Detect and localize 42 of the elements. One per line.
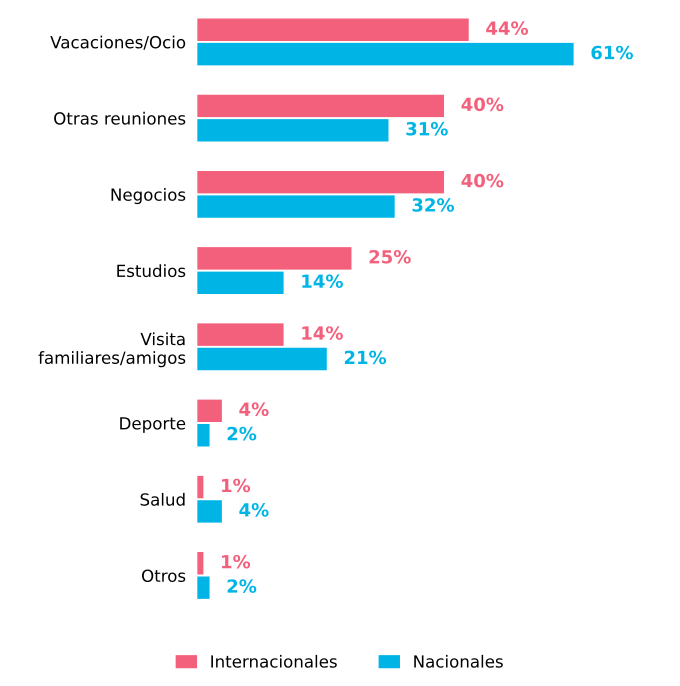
bar	[197, 348, 327, 370]
legend-label: Internacionales	[211, 654, 337, 668]
data-label: 40%	[462, 98, 504, 112]
data-label: 31%	[406, 122, 448, 136]
bar	[197, 476, 204, 498]
bar	[197, 94, 444, 118]
y-tick-label: Otros	[142, 569, 186, 582]
data-label: 32%	[412, 198, 454, 212]
data-label: 61%	[591, 46, 633, 60]
bar	[197, 272, 284, 294]
data-label: 1%	[222, 478, 250, 492]
data-label: 2%	[228, 579, 256, 593]
bar	[197, 247, 352, 270]
y-tick-label: Estudios	[117, 264, 186, 278]
bar	[197, 576, 210, 599]
y-tick-label: Salud	[140, 492, 185, 506]
bar	[197, 18, 469, 41]
data-label: 40%	[462, 174, 504, 188]
legend-label: Nacionales	[414, 654, 503, 668]
data-label: 4%	[239, 503, 269, 517]
bar	[197, 195, 395, 218]
y-tick-label: Visita familiares/amigos	[38, 332, 186, 368]
data-label: 21%	[344, 350, 386, 364]
data-label: 44%	[486, 21, 528, 35]
data-label: 14%	[302, 326, 343, 340]
y-tick-label: Deporte	[120, 417, 186, 433]
y-tick-label: Vacaciones/Ocio	[50, 36, 186, 50]
bar	[197, 323, 284, 346]
bar	[197, 552, 204, 574]
y-tick-label: Negocios	[112, 188, 186, 204]
data-label: 14%	[302, 274, 343, 288]
y-tick-label: Otras reuniones	[54, 112, 186, 125]
data-label: 1%	[222, 554, 250, 569]
bar	[197, 500, 222, 523]
bar	[197, 119, 388, 142]
bar	[197, 424, 210, 446]
data-label: 2%	[228, 426, 256, 440]
bar	[197, 170, 444, 194]
bar	[197, 400, 222, 422]
bar	[197, 42, 574, 66]
data-label: 4%	[239, 402, 269, 416]
data-label: 25%	[370, 250, 411, 264]
